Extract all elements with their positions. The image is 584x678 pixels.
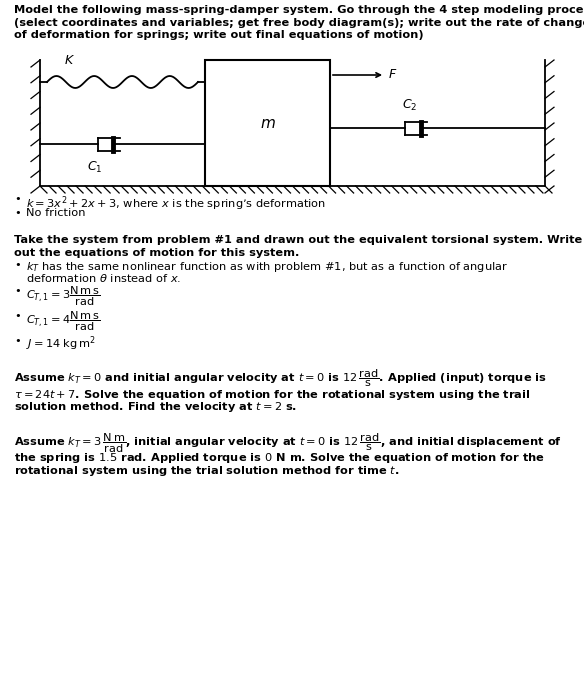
Text: •: • <box>14 336 21 346</box>
Text: $\tau = 24t + 7$. Solve the equation of motion for the rotational system using t: $\tau = 24t + 7$. Solve the equation of … <box>14 388 530 401</box>
Text: Assume $k_T = 3\,\dfrac{\mathrm{N\,m}}{\mathrm{rad}}$, initial angular velocity : Assume $k_T = 3\,\dfrac{\mathrm{N\,m}}{\… <box>14 431 562 455</box>
Text: solution method. Find the velocity at $t = 2$ s.: solution method. Find the velocity at $t… <box>14 400 297 414</box>
Bar <box>205 60 330 186</box>
Text: $C_1$: $C_1$ <box>87 160 103 175</box>
Text: deformation $\theta$ instead of $x$.: deformation $\theta$ instead of $x$. <box>26 273 181 285</box>
Text: No friction: No friction <box>26 207 85 218</box>
Text: $C_{T,1} = 4\dfrac{\mathrm{N\,m\,s}}{\mathrm{rad}}$: $C_{T,1} = 4\dfrac{\mathrm{N\,m\,s}}{\ma… <box>26 309 100 333</box>
Text: $J = 14\;\mathrm{kg\,m^2}$: $J = 14\;\mathrm{kg\,m^2}$ <box>26 334 96 353</box>
Text: •: • <box>14 311 21 321</box>
Text: $F$: $F$ <box>388 68 397 81</box>
Text: Model the following mass-spring-damper system. Go through the 4 step modeling pr: Model the following mass-spring-damper s… <box>14 5 584 15</box>
Text: $C_2$: $C_2$ <box>402 98 418 113</box>
Text: of deformation for springs; write out final equations of motion): of deformation for springs; write out fi… <box>14 30 423 40</box>
Text: $C_{T,1} = 3\dfrac{\mathrm{N\,m\,s}}{\mathrm{rad}}$: $C_{T,1} = 3\dfrac{\mathrm{N\,m\,s}}{\ma… <box>26 284 100 308</box>
Text: •: • <box>14 286 21 296</box>
Text: $K$: $K$ <box>64 54 75 67</box>
Text: out the equations of motion for this system.: out the equations of motion for this sys… <box>14 247 300 258</box>
Text: •: • <box>14 260 21 270</box>
Text: •: • <box>14 207 21 218</box>
Text: the spring is $1.5$ rad. Applied torque is $0$ N m. Solve the equation of motion: the spring is $1.5$ rad. Applied torque … <box>14 452 545 465</box>
Text: (select coordinates and variables; get free body diagram(s); write out the rate : (select coordinates and variables; get f… <box>14 18 584 28</box>
Text: •: • <box>14 194 21 204</box>
Text: $m$: $m$ <box>260 115 276 130</box>
Text: $k = 3x^2 + 2x + 3$, where $x$ is the spring’s deformation: $k = 3x^2 + 2x + 3$, where $x$ is the sp… <box>26 194 326 213</box>
Text: Take the system from problem #1 and drawn out the equivalent torsional system. W: Take the system from problem #1 and draw… <box>14 235 582 245</box>
Text: rotational system using the trial solution method for time $t$.: rotational system using the trial soluti… <box>14 464 399 478</box>
Text: $k_T$ has the same nonlinear function as with problem #1, but as a function of a: $k_T$ has the same nonlinear function as… <box>26 260 508 274</box>
Text: Assume $k_T = 0$ and initial angular velocity at $t = 0$ is $12\,\dfrac{\mathrm{: Assume $k_T = 0$ and initial angular vel… <box>14 367 547 389</box>
